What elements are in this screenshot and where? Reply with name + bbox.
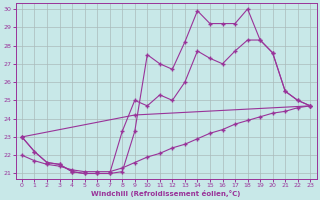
X-axis label: Windchill (Refroidissement éolien,°C): Windchill (Refroidissement éolien,°C) <box>92 190 241 197</box>
